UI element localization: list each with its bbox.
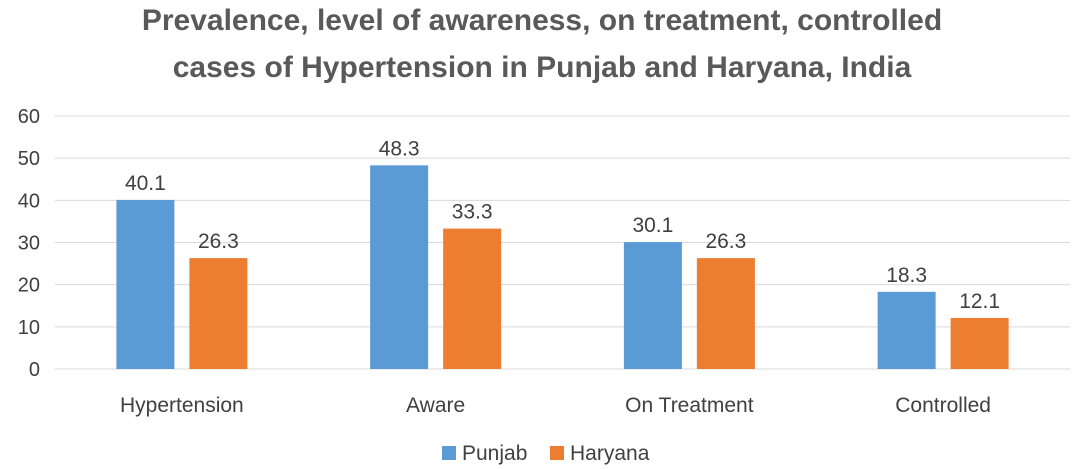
data-labels: 40.1 26.3 48.3 33.3 30.1 26.3 18.3 12.1 xyxy=(125,137,1000,313)
data-label: 18.3 xyxy=(886,264,927,287)
bar-punjab xyxy=(370,165,429,369)
chart-title-line-2: cases of Hypertension in Punjab and Hary… xyxy=(173,51,912,84)
legend-label: Punjab xyxy=(462,442,527,465)
data-label: 12.1 xyxy=(959,290,1000,313)
data-label: 26.3 xyxy=(705,230,746,253)
y-tick-label: 10 xyxy=(18,317,40,339)
y-tick-label: 60 xyxy=(18,106,40,128)
y-tick-label: 20 xyxy=(18,275,40,297)
bar-haryana xyxy=(696,258,755,369)
bar-haryana xyxy=(443,228,502,369)
bar-punjab xyxy=(877,291,936,369)
x-category-label: Aware xyxy=(406,394,465,417)
x-category-label: Controlled xyxy=(895,394,991,417)
bars xyxy=(116,165,1009,369)
x-category-label: On Treatment xyxy=(625,394,754,417)
legend: Punjab Haryana xyxy=(442,442,650,465)
x-axis-categories: Hypertension Aware On Treatment Controlled xyxy=(120,394,991,417)
y-tick-label: 30 xyxy=(18,233,40,255)
data-label: 40.1 xyxy=(125,172,166,195)
data-label: 48.3 xyxy=(379,137,420,160)
legend-swatch xyxy=(550,446,564,460)
chart-title-line-1: Prevalence, level of awareness, on treat… xyxy=(142,4,942,37)
y-axis-ticks: 0 10 20 30 40 50 60 xyxy=(18,106,40,381)
bar-punjab xyxy=(116,199,175,369)
data-label: 33.3 xyxy=(452,201,493,224)
legend-swatch xyxy=(442,446,456,460)
bar-haryana xyxy=(189,258,248,369)
data-label: 26.3 xyxy=(198,230,239,253)
y-tick-label: 50 xyxy=(18,148,40,170)
legend-label: Haryana xyxy=(570,442,650,465)
y-tick-label: 40 xyxy=(18,190,40,212)
data-label: 30.1 xyxy=(632,214,673,237)
bar-punjab xyxy=(623,242,682,369)
y-tick-label: 0 xyxy=(29,359,40,381)
bar-haryana xyxy=(950,317,1009,369)
x-category-label: Hypertension xyxy=(120,394,244,417)
